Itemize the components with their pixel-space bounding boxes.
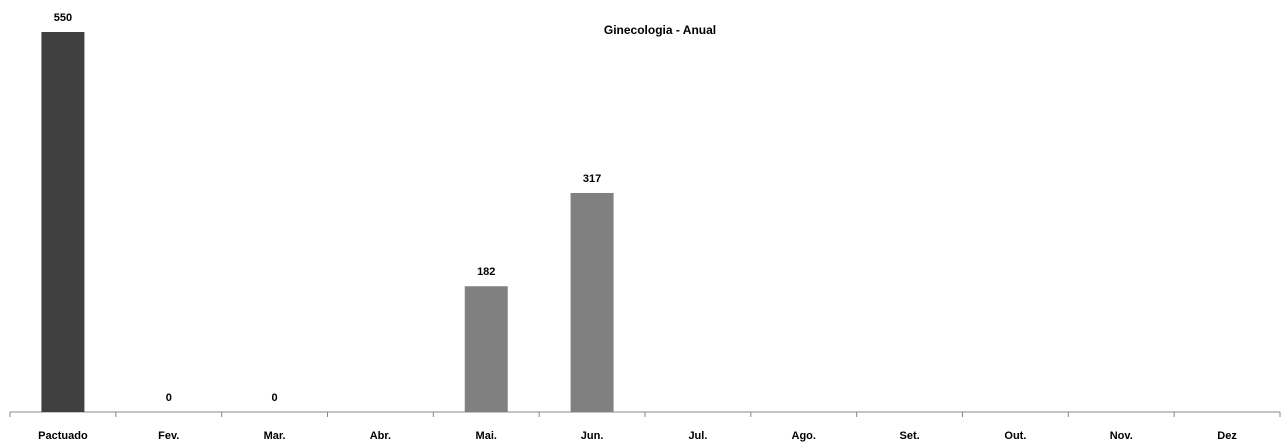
x-tick-label: Dez (1217, 430, 1237, 442)
x-tick-label: Abr. (370, 430, 391, 442)
bar (570, 192, 614, 412)
x-tick-label: Mai. (476, 430, 497, 442)
x-tick-label: Nov. (1110, 430, 1133, 442)
x-tick-label: Fev. (158, 430, 179, 442)
chart-title: Ginecologia - Anual (604, 23, 716, 37)
x-tick-label: Out. (1004, 430, 1026, 442)
x-tick-label: Set. (899, 430, 919, 442)
value-label: 317 (583, 173, 601, 185)
bar (41, 32, 85, 412)
x-tick-label: Ago. (792, 430, 816, 442)
x-tick-label: Jun. (581, 430, 604, 442)
x-tick-label: Jul. (688, 430, 707, 442)
value-label: 182 (477, 266, 495, 278)
value-label: 0 (166, 392, 172, 404)
value-label: 0 (272, 392, 278, 404)
bar (464, 286, 508, 412)
x-tick-label: Mar. (264, 430, 286, 442)
x-tick-label: Pactuado (38, 430, 88, 442)
value-label: 550 (54, 12, 72, 24)
